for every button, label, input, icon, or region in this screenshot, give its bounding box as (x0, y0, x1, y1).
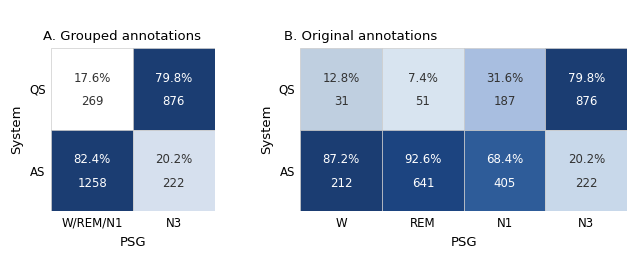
Bar (382, 130, 464, 211)
Text: A. Grouped annotations: A. Grouped annotations (43, 30, 201, 43)
X-axis label: PSG: PSG (120, 235, 146, 248)
Text: 269: 269 (81, 95, 103, 108)
Bar (464, 48, 545, 130)
Text: 79.8%: 79.8% (155, 72, 193, 85)
Text: 51: 51 (415, 95, 430, 108)
Bar (300, 48, 382, 130)
Y-axis label: System: System (10, 105, 24, 155)
Text: 20.2%: 20.2% (568, 153, 605, 166)
Text: 876: 876 (575, 95, 598, 108)
Text: 405: 405 (493, 177, 516, 190)
Bar (382, 48, 464, 130)
Text: 31: 31 (334, 95, 349, 108)
Text: 17.6%: 17.6% (74, 72, 111, 85)
Text: 222: 222 (575, 177, 598, 190)
Text: 12.8%: 12.8% (323, 72, 360, 85)
Bar (464, 130, 545, 211)
Bar (51, 130, 133, 211)
Bar (300, 130, 382, 211)
Text: B. Original annotations: B. Original annotations (284, 30, 437, 43)
Text: 876: 876 (163, 95, 185, 108)
Text: 87.2%: 87.2% (323, 153, 360, 166)
Bar (133, 48, 214, 130)
Text: 222: 222 (163, 177, 185, 190)
Text: 31.6%: 31.6% (486, 72, 524, 85)
Text: 82.4%: 82.4% (74, 153, 111, 166)
Text: 7.4%: 7.4% (408, 72, 438, 85)
Y-axis label: System: System (260, 105, 273, 155)
Bar (545, 48, 627, 130)
Bar (545, 130, 627, 211)
Text: 187: 187 (493, 95, 516, 108)
Text: 92.6%: 92.6% (404, 153, 442, 166)
Text: 212: 212 (330, 177, 353, 190)
Text: 68.4%: 68.4% (486, 153, 524, 166)
Text: 641: 641 (412, 177, 434, 190)
Text: 1258: 1258 (77, 177, 107, 190)
Bar (133, 130, 214, 211)
Text: 79.8%: 79.8% (568, 72, 605, 85)
Text: 20.2%: 20.2% (155, 153, 193, 166)
Bar (51, 48, 133, 130)
X-axis label: PSG: PSG (451, 235, 477, 248)
